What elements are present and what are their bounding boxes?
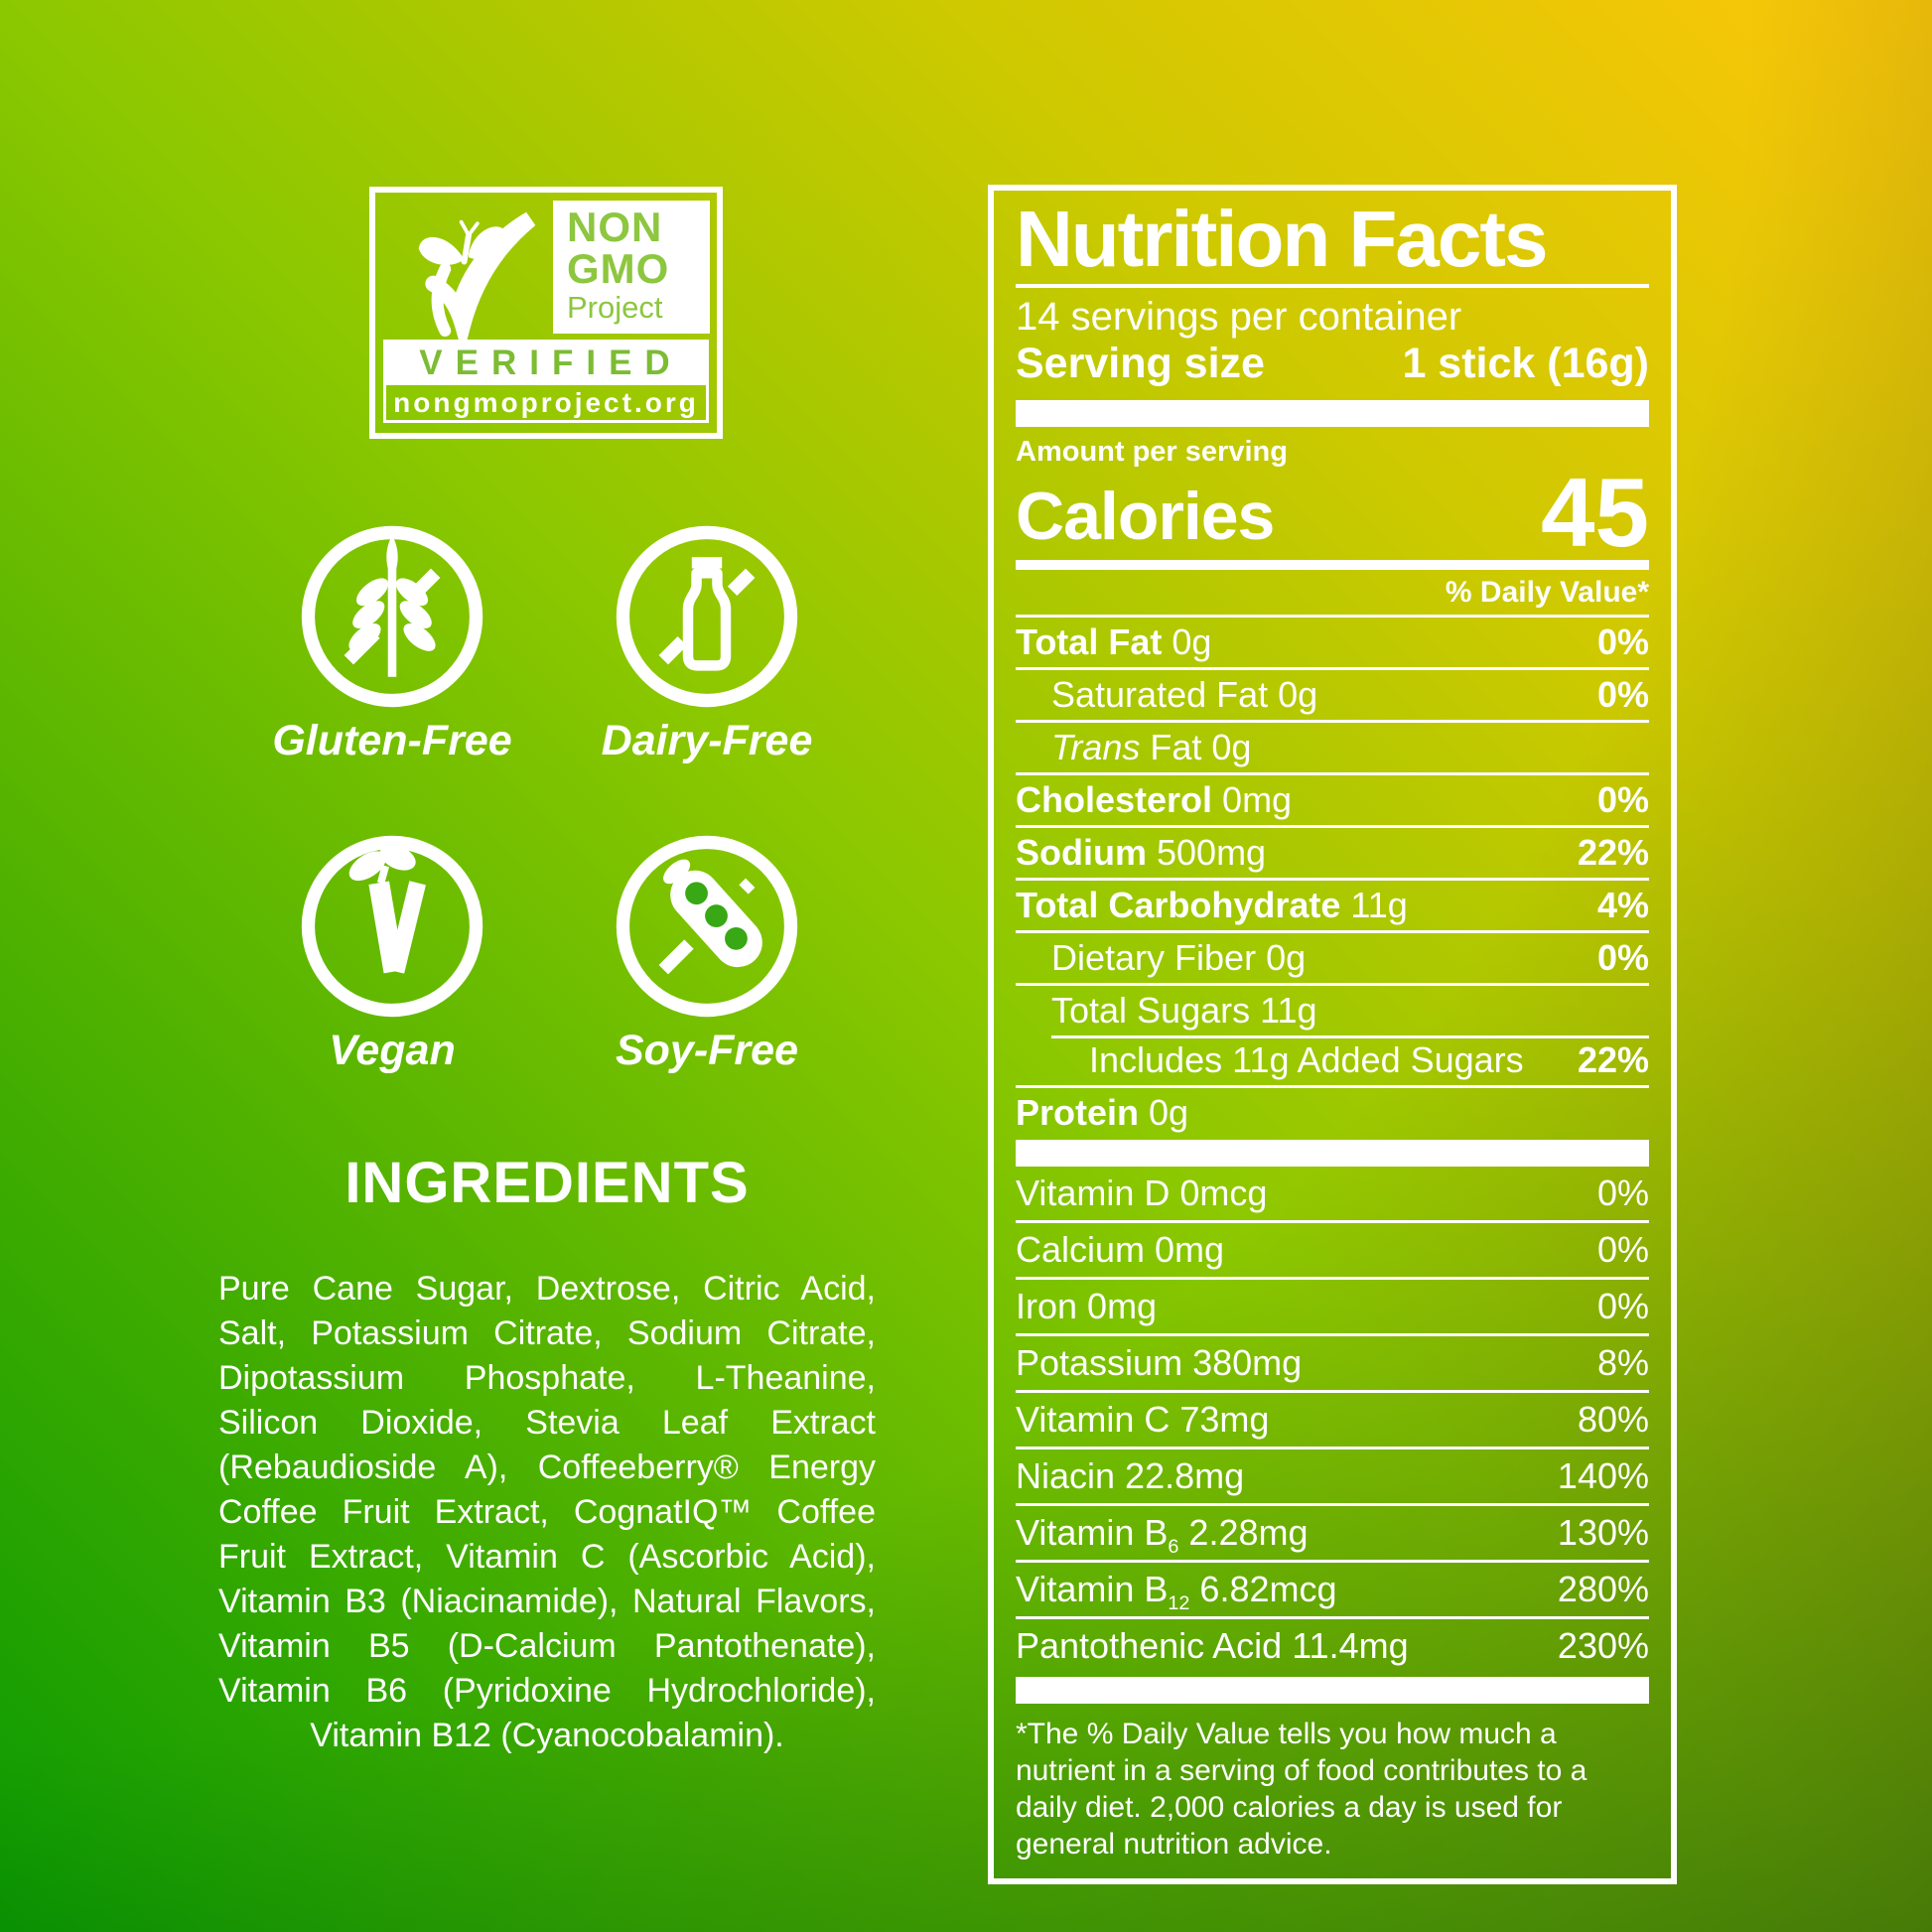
nutrient-name: Cholesterol 0mg xyxy=(1016,779,1293,820)
serving-size-label: Serving size xyxy=(1016,340,1265,387)
nutrient-daily-value: 0% xyxy=(1596,937,1649,978)
non-gmo-line1: NON xyxy=(567,204,663,250)
non-gmo-seal-top: NON GMO Project xyxy=(375,193,717,340)
nutrient-name: Trans Fat 0g xyxy=(1051,727,1252,767)
separator-bar xyxy=(1016,1677,1649,1704)
nutrient-name: Total Fat 0g xyxy=(1016,621,1212,662)
separator-bar xyxy=(1016,1140,1649,1167)
nutrient-row: Potassium 380mg 8% xyxy=(1016,1333,1649,1390)
nutrient-daily-value: 130% xyxy=(1557,1512,1649,1553)
nutrient-name: Iron 0mg xyxy=(1016,1286,1158,1326)
nutrient-row: Vitamin B12 6.82mcg 280% xyxy=(1016,1560,1649,1616)
nutrient-name: Calcium 0mg xyxy=(1016,1229,1225,1270)
nutrient-daily-value: 0% xyxy=(1596,1286,1649,1326)
gluten-free-icon xyxy=(298,522,486,711)
nutrient-daily-value: 0% xyxy=(1596,779,1649,820)
nutrient-daily-value: 140% xyxy=(1557,1455,1649,1496)
main-nutrient-rows: Total Fat 0g 0% Saturated Fat 0g 0% Trans Fa… xyxy=(1016,615,1649,1138)
nutrient-row: Total Sugars 11g xyxy=(1016,983,1649,1035)
medium-rule xyxy=(1016,560,1649,570)
serving-size-row: Serving size 1 stick (16g) xyxy=(1016,340,1649,387)
nutrition-facts-panel: Nutrition Facts 14 servings per containe… xyxy=(988,185,1677,1884)
nutrient-daily-value: 4% xyxy=(1596,885,1649,925)
nutrient-name: Total Sugars 11g xyxy=(1051,990,1317,1031)
soy-free-label: Soy-Free xyxy=(615,1027,798,1074)
butterfly-checkmark-icon xyxy=(418,211,536,340)
nutrition-facts-title: Nutrition Facts xyxy=(1016,199,1649,288)
non-gmo-verified-seal: NON GMO Project VERIFIED nongmoproject.o… xyxy=(369,187,723,439)
nutrient-row: Calcium 0mg 0% xyxy=(1016,1220,1649,1277)
nutrient-name: Sodium 500mg xyxy=(1016,832,1267,873)
nutrient-name: Potassium 380mg xyxy=(1016,1342,1303,1383)
nutrient-row: Protein 0g xyxy=(1016,1085,1649,1138)
nutrient-daily-value: 0% xyxy=(1596,1173,1649,1213)
vegan-icon xyxy=(298,832,486,1021)
daily-value-header: % Daily Value* xyxy=(1445,576,1649,609)
nutrient-daily-value: 0% xyxy=(1596,621,1649,662)
calories-label: Calories xyxy=(1016,479,1275,554)
nutrient-daily-value: 80% xyxy=(1577,1399,1649,1440)
nutrient-row: Saturated Fat 0g 0% xyxy=(1016,667,1649,720)
dairy-free-icon xyxy=(613,522,801,711)
nutrient-daily-value: 8% xyxy=(1596,1342,1649,1383)
servings-per-container: 14 servings per container xyxy=(1016,295,1462,339)
nutrient-daily-value: 0% xyxy=(1596,674,1649,715)
nutrient-daily-value: 280% xyxy=(1557,1569,1649,1609)
separator-bar xyxy=(1016,400,1649,427)
soy-free-icon xyxy=(613,832,801,1021)
verified-label: VERIFIED xyxy=(383,340,709,385)
non-gmo-line2: GMO xyxy=(567,245,670,292)
nutrient-name: Includes 11g Added Sugars xyxy=(1089,1039,1524,1080)
non-gmo-url: nongmoproject.org xyxy=(383,385,709,423)
amount-per-serving-label: Amount per serving xyxy=(1016,436,1288,468)
nutrient-name: Pantothenic Acid 11.4mg xyxy=(1016,1625,1409,1666)
vitamin-rows: Vitamin D 0mcg 0% Calcium 0mg 0% Iron 0mg 0% P… xyxy=(1016,1167,1649,1673)
nutrient-row: Vitamin C 73mg 80% xyxy=(1016,1390,1649,1447)
nutrient-row: Trans Fat 0g xyxy=(1016,720,1649,772)
nutrient-name: Total Carbohydrate 11g xyxy=(1016,885,1408,925)
nutrient-name: Saturated Fat 0g xyxy=(1051,674,1318,715)
nutrient-row: Sodium 500mg 22% xyxy=(1016,825,1649,878)
calories-row: Calories 45 xyxy=(1016,458,1649,567)
serving-size-value: 1 stick (16g) xyxy=(1402,340,1649,387)
non-gmo-wordmark: NON GMO Project xyxy=(553,201,710,334)
nutrient-name: Protein 0g xyxy=(1016,1092,1189,1133)
nutrient-row: Dietary Fiber 0g 0% xyxy=(1016,930,1649,983)
nutrient-name: Vitamin B12 6.82mcg xyxy=(1016,1569,1337,1615)
daily-value-footnote: *The % Daily Value tells you how much a … xyxy=(1016,1718,1587,1861)
nutrient-row: Iron 0mg 0% xyxy=(1016,1277,1649,1333)
nutrient-name: Dietary Fiber 0g xyxy=(1051,937,1307,978)
nutrient-row: Includes 11g Added Sugars 22% xyxy=(1016,1035,1649,1085)
ingredients-title: INGREDIENTS xyxy=(345,1151,750,1215)
gluten-free-label: Gluten-Free xyxy=(272,717,512,764)
calories-value: 45 xyxy=(1540,458,1649,567)
nutrient-row: Vitamin D 0mcg 0% xyxy=(1016,1167,1649,1220)
nutrient-row: Total Carbohydrate 11g 4% xyxy=(1016,878,1649,930)
non-gmo-line3: Project xyxy=(567,290,663,325)
ingredients-text: Pure Cane Sugar, Dextrose, Citric Acid, … xyxy=(218,1270,876,1754)
nutrient-row: Vitamin B6 2.28mg 130% xyxy=(1016,1503,1649,1560)
nutrient-row: Total Fat 0g 0% xyxy=(1016,615,1649,667)
nutrient-daily-value: 230% xyxy=(1557,1625,1649,1666)
nutrient-name: Vitamin D 0mcg xyxy=(1016,1173,1268,1213)
dairy-free-label: Dairy-Free xyxy=(601,717,813,764)
nutrient-row: Pantothenic Acid 11.4mg 230% xyxy=(1016,1616,1649,1673)
vegan-label: Vegan xyxy=(329,1027,456,1074)
nutrient-daily-value: 22% xyxy=(1577,1039,1649,1080)
nutrient-daily-value: 22% xyxy=(1577,832,1649,873)
nutrient-name: Vitamin C 73mg xyxy=(1016,1399,1270,1440)
nutrient-row: Cholesterol 0mg 0% xyxy=(1016,772,1649,825)
nutrient-daily-value: 0% xyxy=(1596,1229,1649,1270)
nutrient-row: Niacin 22.8mg 140% xyxy=(1016,1447,1649,1503)
nutrient-name: Niacin 22.8mg xyxy=(1016,1455,1245,1496)
nutrient-name: Vitamin B6 2.28mg xyxy=(1016,1512,1309,1559)
